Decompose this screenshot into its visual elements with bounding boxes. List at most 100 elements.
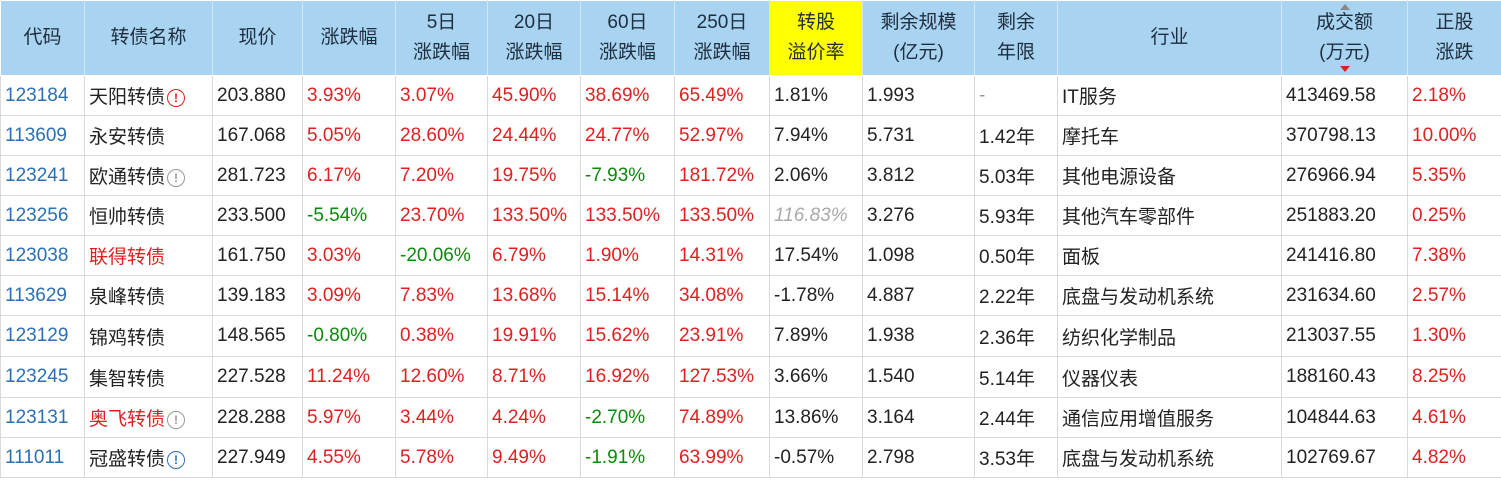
bond-name[interactable]: 天阳转债	[89, 87, 166, 108]
alert-icon[interactable]: !	[167, 169, 186, 187]
table-row[interactable]: 113629 泉峰转债 139.183 3.09% 7.83% 13.68% 15.14% 3…	[0, 275, 1501, 316]
bond-code-link[interactable]: 113609	[0, 115, 85, 156]
price-cell: 233.500	[212, 195, 303, 236]
column-header-label: 年限	[996, 42, 1035, 63]
column-header-13[interactable]: 正股 涨跌	[1407, 0, 1501, 76]
bond-code-link[interactable]: 123184	[0, 75, 85, 116]
price-cell: 148.565	[212, 315, 303, 357]
premium-rate-cell: -1.78%	[769, 275, 863, 316]
bond-name[interactable]: 锦鸡转债	[89, 327, 166, 349]
bond-code-link[interactable]: 123241	[0, 155, 85, 196]
change-60d-cell: 1.90%	[580, 235, 675, 276]
bond-name-cell[interactable]: 集智转债	[84, 356, 213, 398]
bond-name-cell[interactable]: 恒帅转债	[84, 195, 213, 236]
column-header-4[interactable]: 5日 涨跌幅	[395, 0, 488, 76]
column-header-11[interactable]: 行业	[1057, 0, 1282, 76]
change-20d-cell: 19.91%	[487, 315, 581, 357]
sort-ascending-icon[interactable]	[1339, 4, 1350, 10]
remaining-scale-cell: 3.164	[862, 397, 975, 438]
table-row[interactable]: 123038 联得转债 161.750 3.03% -20.06% 6.79% 1.90% 1…	[0, 235, 1501, 276]
table-row[interactable]: 111011 冠盛转债! 227.949 4.55% 5.78% 9.49% -1.91% 6…	[0, 437, 1501, 478]
bond-name-cell[interactable]: 永安转债	[84, 115, 213, 156]
column-header-label: 涨跌幅	[598, 42, 656, 63]
table-row[interactable]: 123245 集智转债 227.528 11.24% 12.60% 8.71% 16.92%…	[0, 356, 1501, 398]
bond-code-link[interactable]: 111011	[0, 437, 85, 478]
change-20d-cell: 13.68%	[487, 275, 581, 316]
change-250d-cell: 74.89%	[674, 397, 770, 438]
bond-name-cell[interactable]: 欧通转债!	[84, 155, 213, 196]
bond-name[interactable]: 永安转债	[89, 127, 166, 148]
price-cell: 139.183	[212, 275, 303, 316]
bond-name-cell[interactable]: 联得转债	[84, 235, 213, 276]
change-cell: 3.93%	[302, 75, 396, 116]
table-row[interactable]: 113609 永安转债 167.068 5.05% 28.60% 24.44% 24.77%…	[0, 115, 1501, 156]
column-header-8[interactable]: 转股 溢价率	[769, 0, 863, 76]
change-60d-cell: 24.77%	[580, 115, 675, 156]
change-cell: -0.80%	[302, 315, 396, 357]
bond-name[interactable]: 泉峰转债	[89, 287, 166, 308]
turnover-cell: 104844.63	[1281, 397, 1408, 438]
bond-name-cell[interactable]: 泉峰转债	[84, 275, 213, 316]
column-header-label: (亿元)	[893, 42, 944, 63]
bond-name[interactable]: 欧通转债	[89, 167, 166, 188]
change-cell: 3.03%	[302, 235, 396, 276]
column-header-label: 20日	[513, 12, 555, 33]
table-row[interactable]: 123184 天阳转债! 203.880 3.93% 3.07% 45.90% 38.69%…	[0, 75, 1501, 116]
bond-code-link[interactable]: 123245	[0, 356, 85, 398]
table-row[interactable]: 123131 奥飞转债! 228.288 5.97% 3.44% 4.24% -2.70% 7…	[0, 397, 1501, 438]
column-header-0[interactable]: 代码	[0, 0, 85, 76]
premium-rate-cell: -0.57%	[769, 437, 863, 478]
change-250d-cell: 52.97%	[674, 115, 770, 156]
column-header-6[interactable]: 60日 涨跌幅	[580, 0, 675, 76]
column-header-7[interactable]: 250日 涨跌幅	[674, 0, 770, 76]
bond-code-link[interactable]: 123038	[0, 235, 85, 276]
remaining-scale-cell: 1.993	[862, 75, 975, 116]
alert-icon[interactable]: !	[167, 411, 186, 429]
bond-code-link[interactable]: 113629	[0, 275, 85, 316]
change-5d-cell: 7.83%	[395, 275, 488, 316]
info-icon[interactable]: !	[167, 451, 186, 469]
change-250d-cell: 14.31%	[674, 235, 770, 276]
bond-code-link[interactable]: 123256	[0, 195, 85, 236]
column-header-10[interactable]: 剩余 年限	[974, 0, 1058, 76]
turnover-cell: 413469.58	[1281, 75, 1408, 116]
bond-code-link[interactable]: 123131	[0, 397, 85, 438]
change-5d-cell: 7.20%	[395, 155, 488, 196]
price-cell: 227.949	[212, 437, 303, 478]
change-cell: 6.17%	[302, 155, 396, 196]
column-header-12[interactable]: 成交额 (万元)	[1281, 0, 1408, 76]
bond-name[interactable]: 联得转债	[89, 247, 166, 268]
column-header-1[interactable]: 转债名称	[84, 0, 213, 76]
bond-name[interactable]: 集智转债	[89, 368, 166, 390]
sort-descending-icon[interactable]	[1339, 66, 1350, 72]
bond-name[interactable]: 冠盛转债	[89, 449, 166, 470]
bond-name-cell[interactable]: 锦鸡转债	[84, 315, 213, 357]
remaining-years-cell: 2.44年	[974, 397, 1058, 438]
remaining-years-cell: 5.93年	[974, 195, 1058, 236]
table-row[interactable]: 123256 恒帅转债 233.500 -5.54% 23.70% 133.50% 133.…	[0, 195, 1501, 236]
alert-icon[interactable]: !	[167, 89, 186, 107]
change-5d-cell: -20.06%	[395, 235, 488, 276]
column-header-label: 250日	[696, 12, 748, 33]
stock-change-cell: 1.30%	[1407, 315, 1501, 357]
bond-code-link[interactable]: 123129	[0, 315, 85, 357]
bond-name[interactable]: 恒帅转债	[89, 207, 166, 228]
bond-name-cell[interactable]: 冠盛转债!	[84, 437, 213, 478]
column-header-label: 现价	[238, 27, 277, 48]
change-60d-cell: 16.92%	[580, 356, 675, 398]
premium-rate-cell: 7.89%	[769, 315, 863, 357]
column-header-3[interactable]: 涨跌幅	[302, 0, 396, 76]
column-header-2[interactable]: 现价	[212, 0, 303, 76]
remaining-years-cell: 1.42年	[974, 115, 1058, 156]
bond-name[interactable]: 奥飞转债	[89, 409, 166, 430]
column-header-5[interactable]: 20日 涨跌幅	[487, 0, 581, 76]
bond-name-cell[interactable]: 天阳转债!	[84, 75, 213, 116]
table-row[interactable]: 123241 欧通转债! 281.723 6.17% 7.20% 19.75% -7.93%…	[0, 155, 1501, 196]
bond-name-cell[interactable]: 奥飞转债!	[84, 397, 213, 438]
remaining-scale-cell: 3.812	[862, 155, 975, 196]
column-header-9[interactable]: 剩余规模 (亿元)	[862, 0, 975, 76]
stock-change-cell: 7.38%	[1407, 235, 1501, 276]
change-60d-cell: 15.14%	[580, 275, 675, 316]
table-row[interactable]: 123129 锦鸡转债 148.565 -0.80% 0.38% 19.91% 15.62%…	[0, 315, 1501, 357]
remaining-years-cell: -	[974, 75, 1058, 116]
